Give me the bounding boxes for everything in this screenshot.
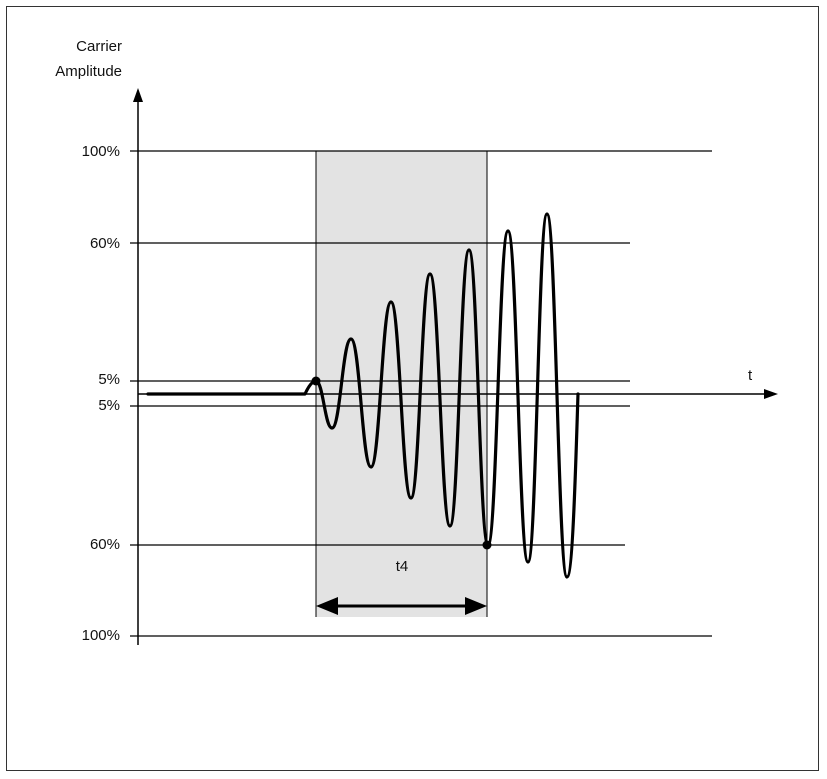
carrier-waveform [146, 212, 580, 579]
level-label-bottom-5: 5% [98, 397, 120, 414]
interval-label: t4 [395, 558, 409, 575]
level-label-bottom-60: 60% [89, 536, 120, 553]
x-axis-label: t [748, 367, 753, 384]
y-axis-title-line2: Amplitude [55, 63, 122, 80]
y-axis-arrowhead [133, 88, 143, 102]
level-label-bottom-100: 100% [81, 627, 120, 644]
start-marker-dot [311, 376, 321, 386]
level-label-top-5: 5% [98, 371, 120, 388]
end-marker-dot [482, 540, 492, 550]
t4-arrow-right-head [465, 597, 487, 615]
level-label-top-60: 60% [89, 235, 120, 252]
x-axis-arrowhead [764, 389, 778, 399]
y-axis-title-line1: Carrier [76, 38, 122, 55]
level-label-top-100: 100% [81, 143, 120, 160]
figure-frame [6, 6, 819, 771]
t4-arrow-left-head [316, 597, 338, 615]
